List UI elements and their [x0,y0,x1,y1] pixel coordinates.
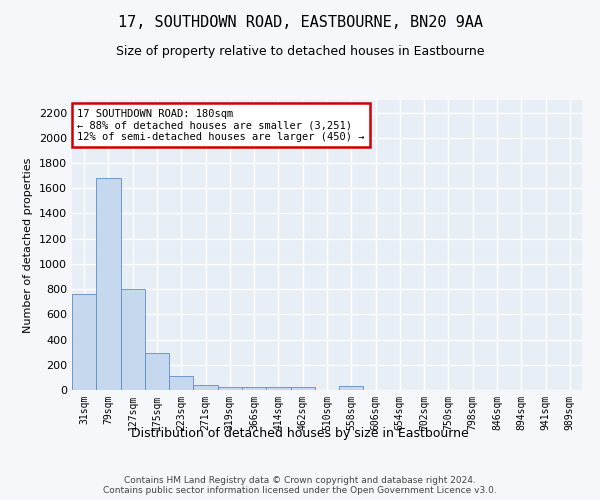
Text: Contains HM Land Registry data © Crown copyright and database right 2024.
Contai: Contains HM Land Registry data © Crown c… [103,476,497,495]
Bar [193,385,218,390]
Text: Distribution of detached houses by size in Eastbourne: Distribution of detached houses by size … [131,428,469,440]
Bar [169,376,193,390]
Bar [121,289,145,390]
Bar [242,388,266,390]
Bar [72,294,96,390]
Bar [339,386,364,390]
Bar [96,178,121,390]
Bar [145,353,169,390]
Bar [266,388,290,390]
Text: 17 SOUTHDOWN ROAD: 180sqm
← 88% of detached houses are smaller (3,251)
12% of se: 17 SOUTHDOWN ROAD: 180sqm ← 88% of detac… [77,108,365,142]
Text: Size of property relative to detached houses in Eastbourne: Size of property relative to detached ho… [116,45,484,58]
Bar [290,388,315,390]
Y-axis label: Number of detached properties: Number of detached properties [23,158,34,332]
Bar [218,387,242,390]
Text: 17, SOUTHDOWN ROAD, EASTBOURNE, BN20 9AA: 17, SOUTHDOWN ROAD, EASTBOURNE, BN20 9AA [118,15,482,30]
